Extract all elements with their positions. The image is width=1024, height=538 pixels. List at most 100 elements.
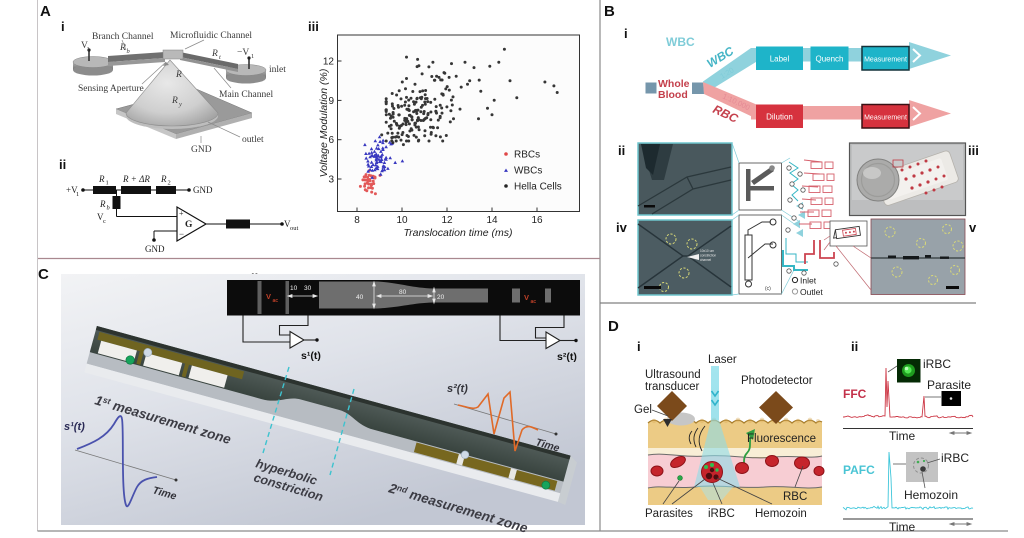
svg-text:b: b bbox=[107, 205, 111, 212]
svg-text:1: 1 bbox=[87, 46, 90, 53]
svg-text:40: 40 bbox=[356, 294, 364, 301]
svg-text:t: t bbox=[219, 54, 221, 61]
svg-text:Fluorescence: Fluorescence bbox=[747, 433, 816, 445]
svg-text:Blood: Blood bbox=[658, 89, 688, 101]
svg-text:Main Channel: Main Channel bbox=[219, 90, 273, 100]
svg-text:Dilution: Dilution bbox=[766, 113, 793, 122]
svg-text:A: A bbox=[40, 3, 51, 20]
svg-text:R: R bbox=[211, 49, 218, 59]
svg-text:RBCs: RBCs bbox=[514, 150, 540, 161]
svg-text:R: R bbox=[119, 43, 126, 53]
svg-text:Voltage Modulation (%): Voltage Modulation (%) bbox=[318, 69, 330, 178]
svg-text:iRBC: iRBC bbox=[923, 357, 951, 371]
svg-text:R: R bbox=[171, 96, 178, 106]
svg-text:20: 20 bbox=[437, 294, 445, 301]
svg-text:y: y bbox=[178, 101, 182, 108]
svg-text:10: 10 bbox=[290, 285, 298, 292]
svg-text:i: i bbox=[637, 339, 641, 354]
svg-text:GND: GND bbox=[193, 185, 213, 195]
svg-text:R: R bbox=[99, 199, 106, 209]
svg-text:10: 10 bbox=[396, 215, 408, 226]
svg-text:Outlet: Outlet bbox=[800, 287, 823, 297]
svg-text:iii: iii bbox=[968, 143, 979, 158]
svg-text:Sensing Aperture: Sensing Aperture bbox=[78, 84, 144, 94]
svg-text:Ultrasound: Ultrasound bbox=[645, 369, 701, 381]
svg-text:s¹(t): s¹(t) bbox=[64, 421, 85, 433]
svg-text:G: G bbox=[185, 220, 193, 230]
svg-text:V: V bbox=[97, 212, 104, 222]
svg-text:iii: iii bbox=[308, 19, 319, 34]
svg-text:−: − bbox=[179, 229, 184, 239]
svg-text:C: C bbox=[38, 266, 49, 283]
svg-text:ii: ii bbox=[851, 339, 858, 354]
svg-text:channel: channel bbox=[700, 258, 711, 262]
svg-text:b: b bbox=[127, 48, 131, 55]
svg-text:2: 2 bbox=[168, 180, 171, 187]
svg-text:Photodetector: Photodetector bbox=[741, 375, 813, 387]
svg-text:Whole: Whole bbox=[658, 78, 690, 90]
svg-text:Time: Time bbox=[889, 520, 916, 534]
svg-text:1: 1 bbox=[251, 53, 254, 60]
svg-text:Gel: Gel bbox=[634, 404, 652, 416]
svg-text:FFC: FFC bbox=[843, 387, 867, 401]
svg-text:ac: ac bbox=[273, 298, 279, 304]
svg-text:8: 8 bbox=[354, 215, 360, 226]
svg-text:ac: ac bbox=[531, 299, 537, 305]
svg-text:1: 1 bbox=[76, 191, 79, 198]
svg-text:Measurement: Measurement bbox=[864, 115, 907, 122]
svg-text:Parasites: Parasites bbox=[645, 508, 693, 520]
svg-text:Translocation time (ms): Translocation time (ms) bbox=[404, 227, 513, 239]
svg-text:V: V bbox=[81, 41, 88, 51]
svg-text:+V: +V bbox=[66, 185, 78, 195]
svg-text:s²(t): s²(t) bbox=[447, 383, 468, 395]
svg-text:PAFC: PAFC bbox=[843, 463, 875, 477]
svg-text:R + ΔR: R + ΔR bbox=[122, 174, 150, 184]
svg-text:s¹(t): s¹(t) bbox=[301, 350, 321, 362]
svg-text:80: 80 bbox=[399, 289, 407, 296]
svg-text:16: 16 bbox=[531, 215, 543, 226]
svg-text:9: 9 bbox=[328, 96, 334, 107]
svg-text:c: c bbox=[103, 218, 106, 225]
svg-text:Microfluidic Channel: Microfluidic Channel bbox=[170, 30, 252, 41]
svg-text:inlet: inlet bbox=[269, 65, 286, 75]
svg-text:Label: Label bbox=[770, 55, 790, 64]
svg-text:RBC: RBC bbox=[783, 491, 807, 503]
svg-text:WBC: WBC bbox=[666, 35, 695, 49]
svg-text:GND: GND bbox=[145, 244, 165, 254]
svg-text:(c): (c) bbox=[765, 286, 771, 292]
svg-text:Laser: Laser bbox=[708, 354, 737, 366]
svg-text:12: 12 bbox=[323, 57, 335, 68]
svg-text:−V: −V bbox=[237, 48, 249, 58]
svg-text:outlet: outlet bbox=[242, 135, 264, 145]
svg-text:Hemozoin: Hemozoin bbox=[755, 508, 807, 520]
svg-text:Hella Cells: Hella Cells bbox=[514, 182, 562, 193]
svg-text:ii: ii bbox=[59, 157, 66, 172]
svg-text:constriction: constriction bbox=[700, 254, 716, 258]
svg-text:V: V bbox=[284, 219, 291, 229]
svg-text:B: B bbox=[604, 3, 615, 20]
svg-text:iRBC: iRBC bbox=[708, 508, 735, 520]
svg-text:i: i bbox=[61, 19, 65, 34]
svg-text:GND: GND bbox=[191, 145, 212, 155]
svg-text:transducer: transducer bbox=[645, 381, 700, 393]
svg-text:Branch Channel: Branch Channel bbox=[92, 32, 154, 42]
svg-text:v: v bbox=[969, 220, 977, 235]
svg-text:14: 14 bbox=[486, 215, 498, 226]
svg-text:30: 30 bbox=[304, 285, 312, 292]
svg-text:V: V bbox=[266, 292, 271, 301]
svg-text:Time: Time bbox=[889, 429, 916, 443]
svg-text:Quench: Quench bbox=[815, 55, 843, 64]
svg-text:R: R bbox=[160, 174, 167, 184]
svg-text:D: D bbox=[608, 318, 619, 335]
svg-text:ii: ii bbox=[618, 143, 625, 158]
svg-text:iRBC: iRBC bbox=[941, 451, 969, 465]
svg-text:R: R bbox=[98, 174, 105, 184]
svg-text:iv: iv bbox=[616, 220, 628, 235]
svg-text:Hemozoin: Hemozoin bbox=[904, 488, 958, 502]
svg-text:+: + bbox=[179, 209, 184, 218]
svg-text:12: 12 bbox=[441, 215, 453, 226]
svg-text:s²(t): s²(t) bbox=[557, 351, 577, 363]
svg-text:WBCs: WBCs bbox=[514, 166, 542, 177]
svg-text:Inlet: Inlet bbox=[800, 276, 817, 286]
svg-text:3: 3 bbox=[328, 175, 334, 186]
